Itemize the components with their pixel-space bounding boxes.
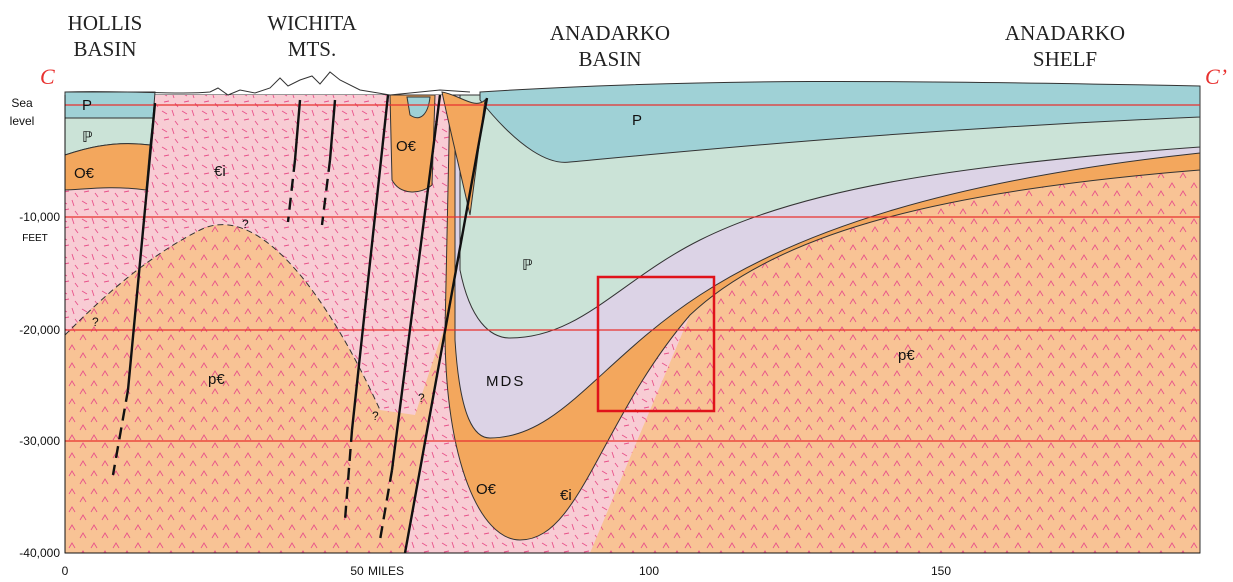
x-label: 150 xyxy=(931,564,951,578)
unit-label: O€ xyxy=(396,138,417,155)
y-unit: FEET xyxy=(22,233,48,244)
unit-label: ℙ xyxy=(522,257,533,274)
query-mark: ? xyxy=(372,409,379,423)
unit-label: MDS xyxy=(486,373,525,390)
region-label: WICHITA xyxy=(267,11,357,35)
region-label: BASIN xyxy=(578,47,641,71)
region-label: BASIN xyxy=(73,37,136,61)
section-start: C xyxy=(40,64,55,89)
unit-label: €i xyxy=(214,163,226,180)
unit-label: p€ xyxy=(898,347,915,364)
region-label: HOLLIS xyxy=(68,11,143,35)
region-label: MTS. xyxy=(288,37,336,61)
y-label: -40,000 xyxy=(19,546,60,560)
query-mark: ? xyxy=(418,391,425,405)
query-mark: ? xyxy=(92,315,99,329)
region-label: ANADARKO xyxy=(1005,21,1125,45)
unit-label: €i xyxy=(560,487,572,504)
unit-label: ℙ xyxy=(82,129,93,146)
x-unit: MILES xyxy=(368,564,404,578)
unit-label: O€ xyxy=(476,481,497,498)
y-label: -10,000 xyxy=(19,210,60,224)
x-label: 50 xyxy=(350,564,364,578)
region-label: SHELF xyxy=(1033,47,1097,71)
y-label: Sea xyxy=(11,96,33,110)
unit-label: O€ xyxy=(74,165,95,182)
geology xyxy=(65,72,1200,553)
section-end: C’ xyxy=(1205,64,1227,89)
y-label: level xyxy=(10,114,35,128)
y-label: -20,000 xyxy=(19,323,60,337)
unit-label: P xyxy=(82,97,92,114)
query-mark: ? xyxy=(242,217,249,231)
region-label: ANADARKO xyxy=(550,21,670,45)
cross-section: HOLLIS BASIN WICHITA MTS. ANADARKO BASIN… xyxy=(0,0,1233,582)
unit-label: P xyxy=(632,112,642,129)
x-label: 100 xyxy=(639,564,659,578)
x-label: 0 xyxy=(62,564,69,578)
unit-label: p€ xyxy=(208,371,225,388)
y-label: -30,000 xyxy=(19,434,60,448)
